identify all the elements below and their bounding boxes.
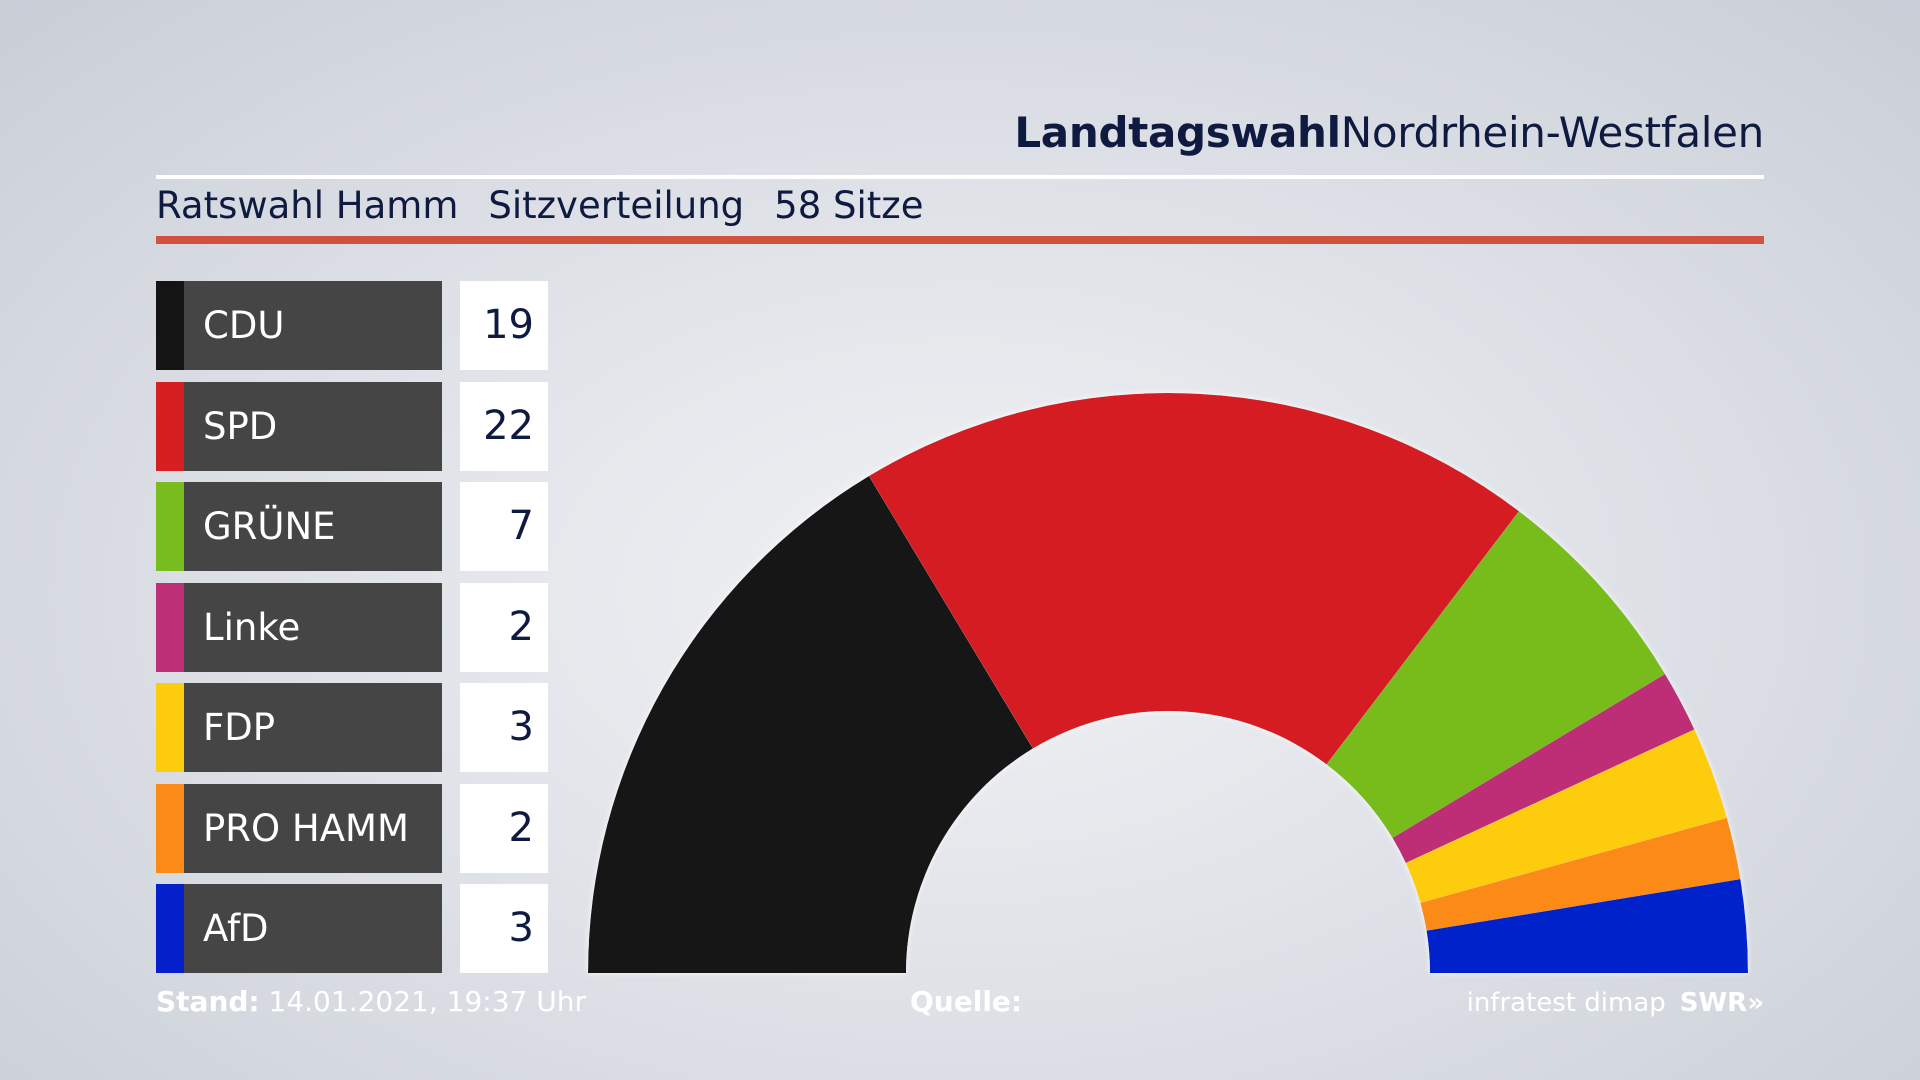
title-regular: Nordrhein-Westfalen bbox=[1340, 108, 1765, 157]
seat-value-label: 2 bbox=[508, 604, 534, 650]
seat-value-label: 19 bbox=[483, 302, 534, 348]
broadcaster-logo: SWR» bbox=[1679, 988, 1764, 1018]
seat-value-label: 3 bbox=[508, 704, 534, 750]
title-bold: Landtagswahl bbox=[1014, 108, 1341, 157]
seat-value-label: 3 bbox=[508, 905, 534, 951]
legend-label: GRÜNE bbox=[203, 505, 336, 548]
legend-swatch bbox=[156, 884, 184, 973]
seat-value-label: 22 bbox=[483, 403, 534, 449]
footer-quelle-label: Quelle: bbox=[910, 985, 1023, 1018]
seat-value-box: 2 bbox=[460, 784, 548, 873]
legend-item: FDP bbox=[156, 683, 442, 772]
legend-item: Linke bbox=[156, 583, 442, 672]
legend-item: CDU bbox=[156, 281, 442, 370]
legend-label: Linke bbox=[203, 606, 301, 649]
seat-value-box: 19 bbox=[460, 281, 548, 370]
seat-value-box: 2 bbox=[460, 583, 548, 672]
stand-label: Stand: bbox=[156, 985, 260, 1018]
page-title: LandtagswahlNordrhein-Westfalen bbox=[1014, 108, 1764, 157]
footer-source: infratest dimap SWR» bbox=[1467, 988, 1764, 1018]
legend-item: PRO HAMM bbox=[156, 784, 442, 873]
legend-label: AfD bbox=[203, 907, 269, 950]
seat-segment-afd bbox=[1426, 879, 1748, 973]
legend-label: CDU bbox=[203, 304, 285, 347]
seat-value-box: 3 bbox=[460, 884, 548, 973]
legend-swatch bbox=[156, 784, 184, 873]
legend-label: PRO HAMM bbox=[203, 807, 409, 850]
seat-segment-fdp bbox=[1405, 729, 1727, 903]
stand-value: 14.01.2021, 19:37 Uhr bbox=[268, 985, 586, 1018]
seat-segment-linke bbox=[1392, 673, 1695, 863]
source-name: infratest dimap bbox=[1466, 988, 1666, 1018]
seat-segment-gruene bbox=[1326, 511, 1665, 838]
subtitle-total: 58 Sitze bbox=[774, 184, 924, 227]
legend-swatch bbox=[156, 281, 184, 370]
legend-swatch bbox=[156, 583, 184, 672]
seat-value-label: 2 bbox=[508, 805, 534, 851]
seat-value-box: 3 bbox=[460, 683, 548, 772]
seat-value-box: 7 bbox=[460, 482, 548, 571]
divider-white bbox=[156, 175, 1764, 179]
seat-value-label: 7 bbox=[508, 503, 534, 549]
legend-label: SPD bbox=[203, 405, 278, 448]
legend-item: SPD bbox=[156, 382, 442, 471]
seat-segment-spd bbox=[868, 393, 1520, 765]
seat-segment-pro-hamm bbox=[1420, 817, 1741, 931]
legend-swatch bbox=[156, 482, 184, 571]
seat-segment-cdu bbox=[588, 476, 1033, 973]
legend-swatch bbox=[156, 683, 184, 772]
footer-stand: Stand: 14.01.2021, 19:37 Uhr bbox=[156, 985, 586, 1018]
subtitle: Ratswahl Hamm Sitzverteilung 58 Sitze bbox=[156, 184, 953, 227]
subtitle-election: Ratswahl Hamm bbox=[156, 184, 459, 227]
legend-swatch bbox=[156, 382, 184, 471]
subtitle-topic: Sitzverteilung bbox=[488, 184, 745, 227]
divider-red bbox=[156, 236, 1764, 244]
seat-value-box: 22 bbox=[460, 382, 548, 471]
legend-label: FDP bbox=[203, 706, 276, 749]
legend-item: AfD bbox=[156, 884, 442, 973]
legend-item: GRÜNE bbox=[156, 482, 442, 571]
